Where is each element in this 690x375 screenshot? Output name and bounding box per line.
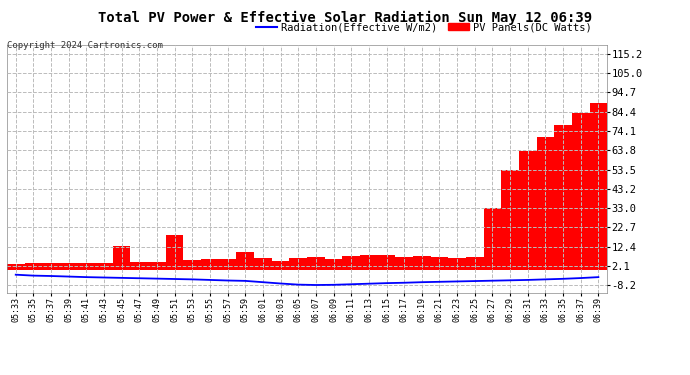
Bar [395, 256, 413, 270]
Bar [77, 263, 95, 270]
Bar [95, 262, 113, 270]
Bar [7, 264, 25, 270]
Bar [201, 259, 219, 270]
Bar [219, 259, 237, 270]
Bar [237, 252, 254, 270]
Bar [25, 264, 42, 270]
Bar [166, 236, 184, 270]
Bar [413, 256, 431, 270]
Bar [254, 258, 272, 270]
Bar [130, 262, 148, 270]
Bar [572, 112, 589, 270]
Bar [466, 257, 484, 270]
Bar [113, 246, 130, 270]
Legend: Radiation(Effective W/m2), PV Panels(DC Watts): Radiation(Effective W/m2), PV Panels(DC … [253, 18, 596, 36]
Bar [148, 262, 166, 270]
Bar [272, 261, 289, 270]
Text: Total PV Power & Effective Solar Radiation Sun May 12 06:39: Total PV Power & Effective Solar Radiati… [98, 11, 592, 26]
Bar [431, 257, 448, 270]
Bar [184, 260, 201, 270]
Bar [448, 258, 466, 270]
Bar [554, 124, 572, 270]
Bar [60, 263, 77, 270]
Bar [42, 263, 60, 270]
Bar [519, 151, 537, 270]
Text: Copyright 2024 Cartronics.com: Copyright 2024 Cartronics.com [7, 41, 163, 50]
Bar [307, 257, 325, 270]
Bar [537, 137, 554, 270]
Bar [360, 255, 377, 270]
Bar [589, 103, 607, 270]
Bar [501, 170, 519, 270]
Bar [342, 256, 360, 270]
Bar [377, 255, 395, 270]
Bar [484, 208, 501, 270]
Bar [289, 258, 307, 270]
Bar [325, 259, 342, 270]
